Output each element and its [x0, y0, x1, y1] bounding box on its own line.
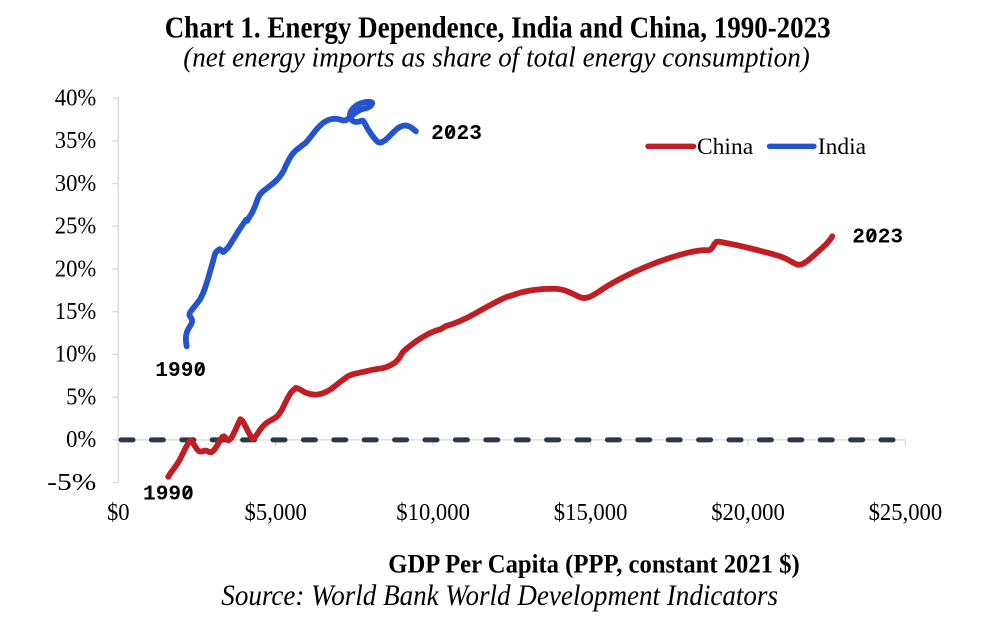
- svg-text:25%: 25%: [55, 213, 97, 240]
- svg-text:Chart 1. Energy Dependence, In: Chart 1. Energy Dependence, India and Ch…: [165, 10, 831, 45]
- svg-text:GDP Per Capita (PPP, constant: GDP Per Capita (PPP, constant 2021 $): [388, 549, 799, 579]
- svg-text:-5%: -5%: [47, 469, 96, 496]
- svg-text:2023: 2023: [852, 226, 903, 250]
- svg-text:40%: 40%: [55, 84, 97, 111]
- svg-text:15%: 15%: [55, 298, 97, 325]
- svg-text:5%: 5%: [66, 384, 96, 411]
- svg-text:$15,000: $15,000: [554, 499, 628, 526]
- svg-text:India: India: [818, 134, 867, 160]
- svg-text:(net energy imports as share o: (net energy imports as share of total en…: [183, 41, 810, 73]
- svg-text:10%: 10%: [55, 341, 97, 368]
- svg-text:$25,000: $25,000: [869, 499, 943, 526]
- svg-text:$20,000: $20,000: [711, 499, 785, 526]
- svg-text:20%: 20%: [55, 255, 97, 282]
- svg-text:30%: 30%: [55, 170, 97, 197]
- svg-text:0%: 0%: [66, 426, 96, 453]
- svg-text:$0: $0: [107, 499, 130, 526]
- svg-text:$5,000: $5,000: [245, 499, 307, 526]
- svg-text:$10,000: $10,000: [396, 499, 470, 526]
- svg-text:35%: 35%: [55, 127, 97, 154]
- svg-text:Source: World Bank World Devel: Source: World Bank World Development Ind…: [221, 580, 778, 612]
- svg-text:2023: 2023: [431, 122, 482, 146]
- svg-text:China: China: [697, 134, 754, 160]
